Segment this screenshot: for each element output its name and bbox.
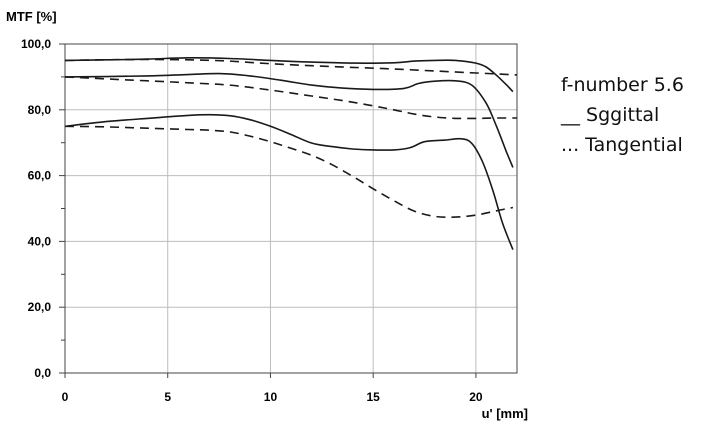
x-tick-label: 10: [264, 390, 278, 404]
y-tick-label: 0,0: [34, 366, 51, 380]
x-tick-label: 0: [62, 390, 69, 404]
sagittal-curve-low: [64, 113, 514, 250]
series-group: [64, 56, 518, 250]
tangential-curve-high: [64, 58, 518, 76]
x-tick-label: 15: [367, 390, 381, 404]
x-axis-title: u' [mm]: [482, 406, 528, 421]
legend-entry-tangential: ... Tangential: [561, 134, 683, 156]
y-tick-label: 80,0: [28, 103, 52, 117]
legend: f-number 5.6 __ Sggittal ... Tangential: [560, 74, 684, 156]
y-tick-label: 20,0: [28, 300, 52, 314]
tangential-curve-mid: [64, 76, 517, 120]
y-axis-title: MTF [%]: [6, 9, 57, 24]
legend-entry-sagittal: __ Sggittal: [560, 104, 659, 126]
sagittal-curve-high: [64, 56, 514, 93]
x-tick-label: 5: [164, 390, 171, 404]
grid: [65, 44, 517, 373]
x-axis-ticks: 0 5 10 15 20: [62, 373, 483, 404]
tangential-curve-low: [64, 125, 514, 219]
y-tick-label: 40,0: [28, 234, 52, 248]
y-axis-ticks: 0,0 20,0 40,0 60,0 80,0 100,0: [21, 37, 65, 380]
x-tick-label: 20: [469, 390, 483, 404]
y-tick-label: 100,0: [21, 37, 51, 51]
legend-title: f-number 5.6: [561, 74, 684, 96]
y-tick-label: 60,0: [28, 169, 52, 183]
sagittal-curve-mid: [64, 72, 514, 168]
